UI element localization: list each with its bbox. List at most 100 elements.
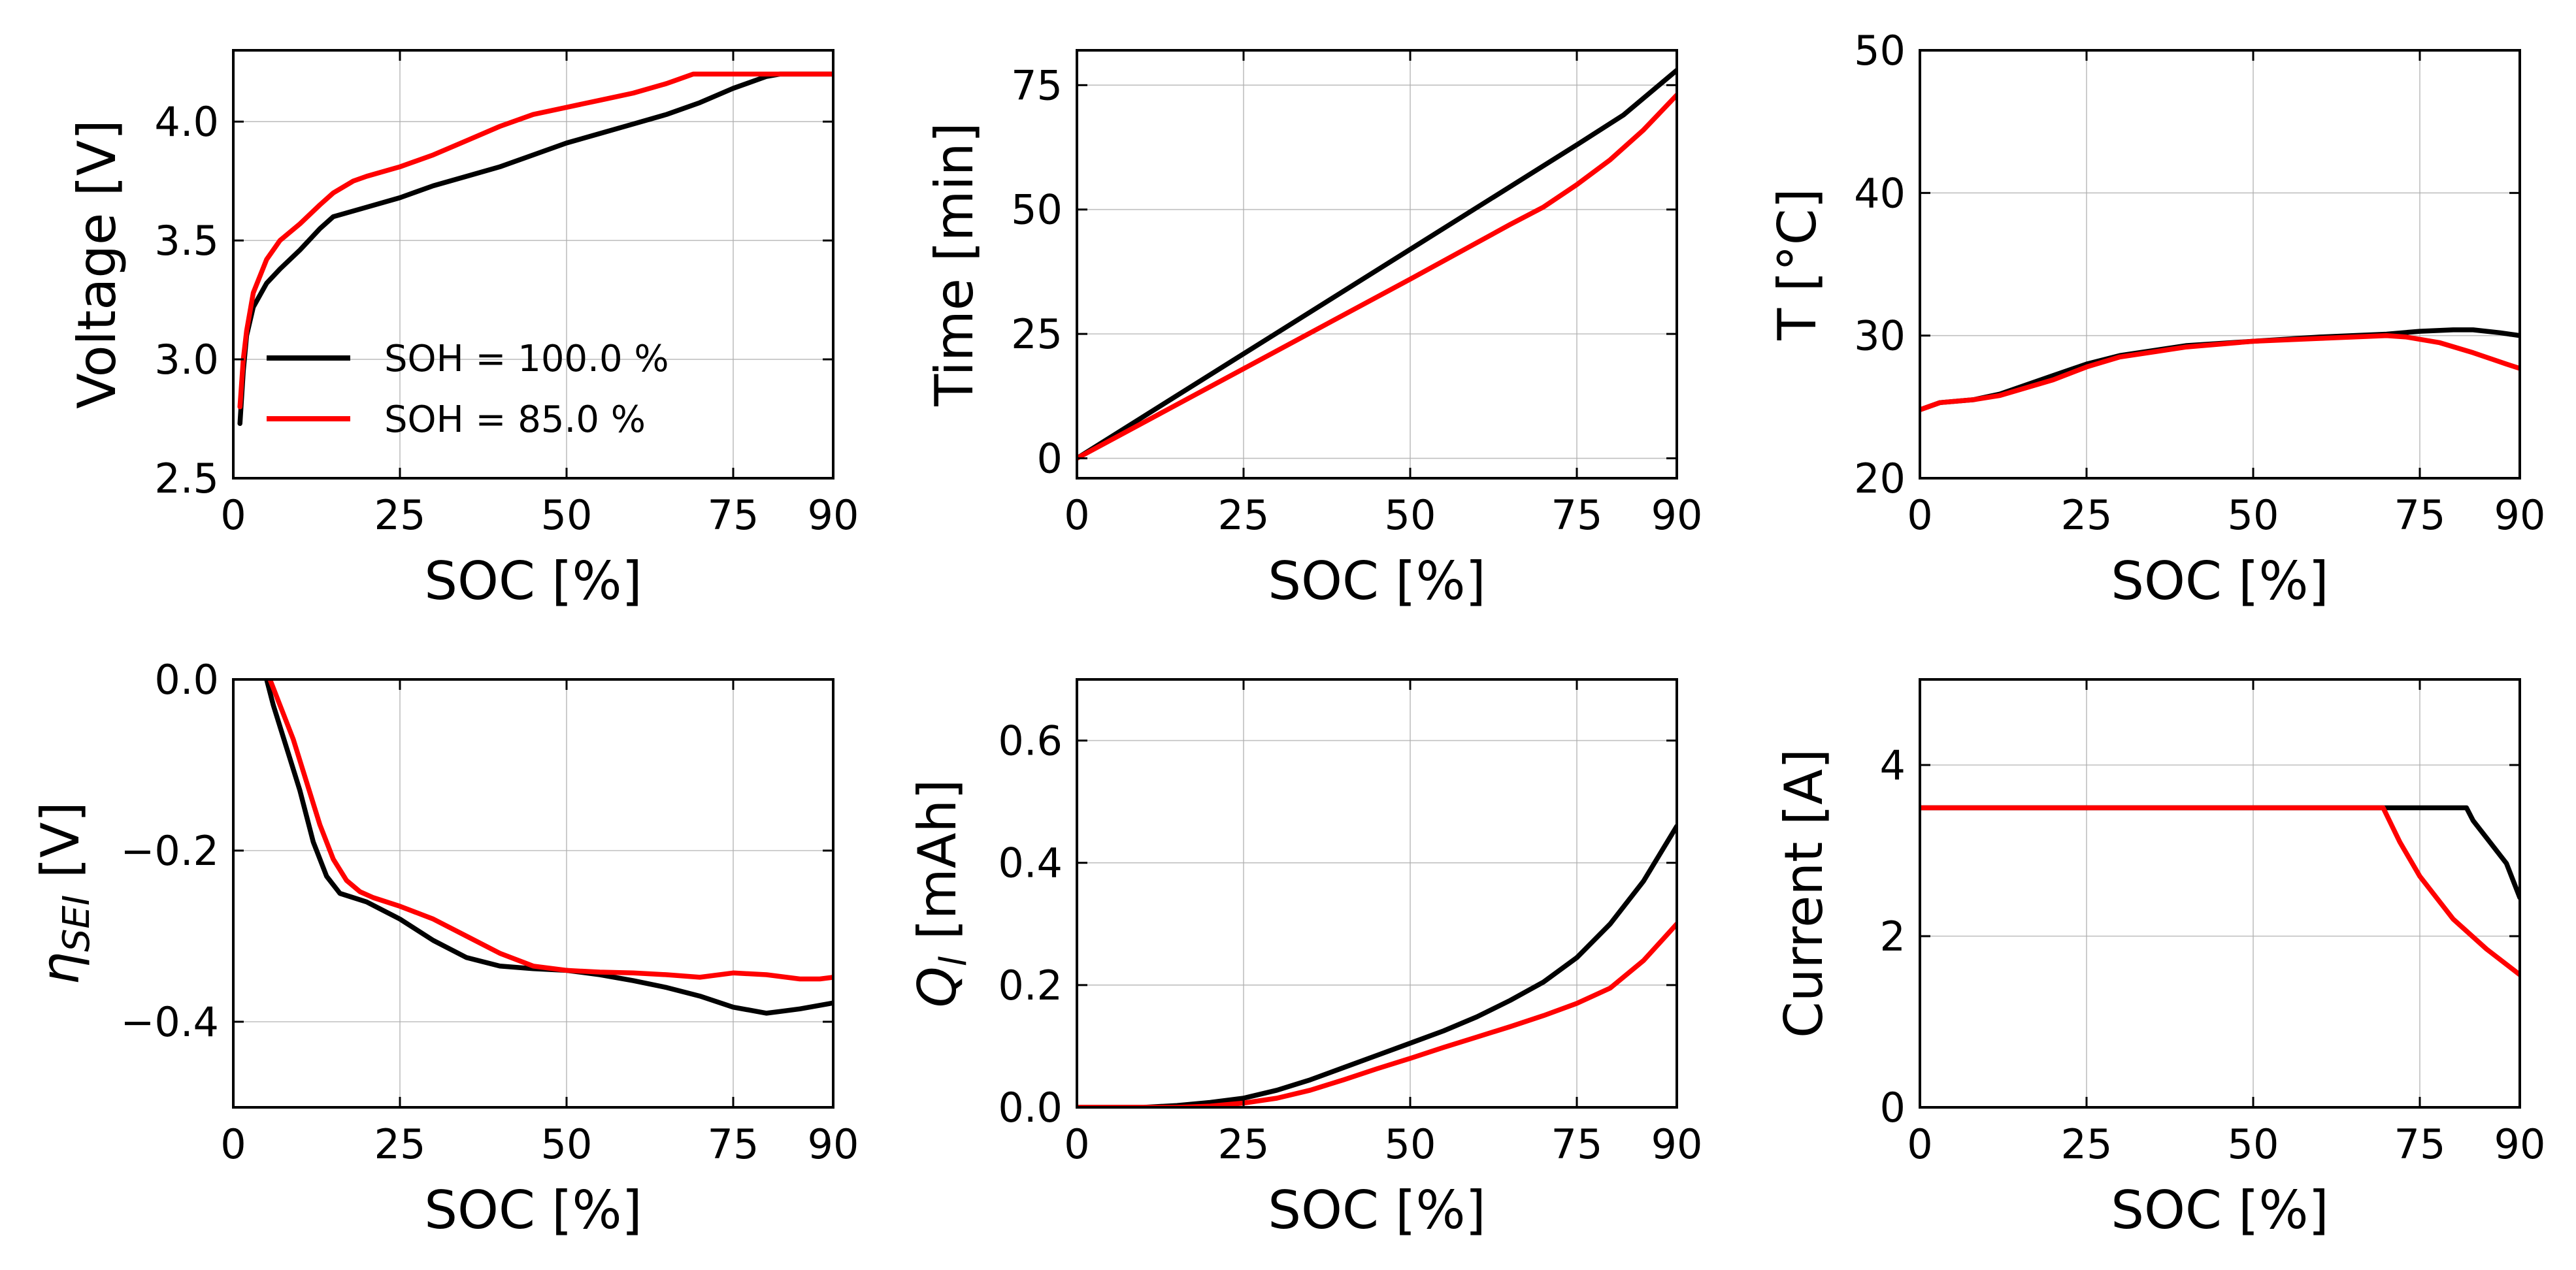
voltage-axes-frame — [232, 49, 834, 480]
temperature-series-group — [1920, 327, 2520, 412]
time-y-tick-label: 25 — [1011, 310, 1063, 358]
voltage-series-soh-85 — [237, 71, 833, 410]
temperature-x-tick-label: 90 — [2494, 491, 2546, 539]
temperature-x-axis-label: SOC [%] — [2111, 551, 2328, 611]
current-y-tick-label: 2 — [1880, 913, 1906, 960]
current-series-soh-85 — [1920, 805, 2520, 977]
temperature-y-tick-label: 40 — [1854, 169, 1906, 217]
temperature-grid — [1919, 50, 2520, 479]
q-loss-y-tick-label: 0.2 — [998, 962, 1063, 1009]
eta-sei-series-soh-85 — [267, 679, 833, 982]
time-ticks: 0 25 50 75 90 0 25 50 75 — [1011, 50, 1702, 539]
q-loss-series-soh-100 — [1077, 823, 1677, 1107]
time-series-soh-85 — [1077, 92, 1677, 461]
q-loss-y-tick-label: 0.4 — [998, 839, 1063, 887]
legend: SOH = 100.0 % SOH = 85.0 % — [267, 338, 669, 441]
temperature-x-tick-label: 75 — [2394, 491, 2446, 539]
voltage-x-tick-label: 50 — [541, 491, 593, 539]
eta-sei-x-tick-label: 0 — [220, 1120, 246, 1168]
current-x-tick-label: 90 — [2494, 1120, 2546, 1168]
eta-sei-x-tick-label: 75 — [708, 1120, 759, 1168]
eta-sei-y-tick-label: −0.2 — [120, 827, 219, 875]
time-y-tick-label: 75 — [1011, 61, 1063, 109]
eta-sei-x-tick-label: 90 — [808, 1120, 859, 1168]
subplot-q-loss: 0 25 50 75 90 0.0 0.2 0.4 0.6 SOC [%] Ql [mAh] — [907, 678, 1702, 1241]
voltage-ticks: 0 25 50 75 90 2.5 3.0 3.5 4.0 — [154, 50, 859, 539]
eta-sei-y-tick-label: −0.4 — [120, 998, 219, 1046]
voltage-x-tick-label: 90 — [808, 491, 859, 539]
time-x-tick-label: 75 — [1551, 491, 1603, 539]
eta-sei-axes-frame — [232, 678, 834, 1109]
subplot-eta-sei: 0 25 50 75 90 0.0 −0.2 −0.4 SOC [%] ηSEI [V] — [30, 656, 859, 1241]
subplot-current: 0 25 50 75 90 0 2 4 SOC [%] Current [A] — [1774, 678, 2546, 1241]
current-y-axis-label: Current [A] — [1774, 749, 1834, 1038]
time-series-soh-100 — [1077, 67, 1677, 461]
current-x-tick-label: 25 — [2061, 1120, 2113, 1168]
q-loss-x-tick-label: 50 — [1385, 1120, 1436, 1168]
q-loss-series-group — [1077, 823, 1677, 1107]
q-loss-series-soh-85 — [1077, 921, 1677, 1107]
voltage-x-tick-label: 0 — [220, 491, 246, 539]
legend-label-soh-100: SOH = 100.0 % — [384, 338, 669, 380]
time-axes-frame — [1076, 49, 1678, 480]
voltage-series-group — [237, 71, 833, 427]
current-series-soh-100 — [1920, 805, 2520, 900]
voltage-y-axis-label: Voltage [V] — [67, 120, 127, 409]
eta-sei-series-soh-100 — [264, 679, 833, 1016]
q-loss-axes-frame — [1076, 678, 1678, 1109]
current-axes-frame — [1919, 678, 2521, 1109]
eta-sei-y-label-unit: [V] — [30, 802, 91, 895]
time-x-tick-label: 50 — [1385, 491, 1436, 539]
q-loss-y-tick-label: 0.6 — [998, 717, 1063, 765]
subplot-voltage: 0 25 50 75 90 2.5 3.0 3.5 4.0 SOC [%] Voltage [V… — [67, 49, 859, 611]
time-y-tick-label: 0 — [1037, 435, 1063, 483]
temperature-x-tick-label: 50 — [2228, 491, 2279, 539]
voltage-x-tick-label: 25 — [374, 491, 426, 539]
eta-sei-y-label-main: η — [30, 952, 91, 985]
eta-sei-x-tick-label: 25 — [374, 1120, 426, 1168]
current-y-tick-label: 4 — [1880, 741, 1906, 789]
legend-label-soh-85: SOH = 85.0 % — [384, 399, 646, 441]
time-x-tick-label: 25 — [1218, 491, 1270, 539]
time-y-tick-label: 50 — [1011, 186, 1063, 234]
q-loss-ticks: 0 25 50 75 90 0.0 0.2 0.4 0.6 — [998, 679, 1702, 1168]
q-loss-y-label-main: Q — [907, 966, 968, 1007]
temperature-x-tick-label: 0 — [1907, 491, 1932, 539]
voltage-x-tick-label: 75 — [708, 491, 759, 539]
current-series-group — [1920, 805, 2520, 977]
current-x-tick-label: 50 — [2228, 1120, 2279, 1168]
temperature-y-tick-label: 50 — [1854, 27, 1906, 74]
q-loss-x-axis-label: SOC [%] — [1268, 1180, 1485, 1241]
current-x-tick-label: 75 — [2394, 1120, 2446, 1168]
voltage-x-axis-label: SOC [%] — [424, 551, 642, 611]
voltage-y-tick-label: 2.5 — [154, 455, 219, 502]
eta-sei-x-tick-label: 50 — [541, 1120, 593, 1168]
eta-sei-ticks: 0 25 50 75 90 0.0 −0.2 −0.4 — [120, 656, 859, 1168]
q-loss-y-label-unit: [mAh] — [907, 779, 968, 956]
time-x-tick-label: 90 — [1651, 491, 1703, 539]
eta-sei-y-label-sub: SEI — [56, 895, 98, 952]
voltage-y-tick-label: 3.5 — [154, 217, 219, 265]
temperature-x-tick-label: 25 — [2061, 491, 2113, 539]
q-loss-x-tick-label: 90 — [1651, 1120, 1703, 1168]
temperature-series-soh-85 — [1920, 333, 2520, 412]
subplot-temperature: 0 25 50 75 90 20 30 40 50 SOC [%] T [°C] — [1767, 27, 2545, 611]
time-x-axis-label: SOC [%] — [1268, 551, 1485, 611]
temperature-y-axis-label: T [°C] — [1767, 188, 1828, 341]
q-loss-x-tick-label: 0 — [1064, 1120, 1089, 1168]
current-x-tick-label: 0 — [1907, 1120, 1932, 1168]
current-y-tick-label: 0 — [1880, 1084, 1906, 1132]
temperature-y-tick-label: 30 — [1854, 312, 1906, 360]
eta-sei-x-axis-label: SOC [%] — [424, 1180, 642, 1241]
time-series-group — [1077, 67, 1677, 461]
subplot-time: 0 25 50 75 90 0 25 50 75 SOC [%] Time [min] — [924, 49, 1702, 611]
q-loss-x-tick-label: 25 — [1218, 1120, 1270, 1168]
q-loss-y-tick-label: 0.0 — [998, 1084, 1063, 1132]
voltage-series-soh-100 — [237, 71, 833, 427]
time-x-tick-label: 0 — [1064, 491, 1089, 539]
current-x-axis-label: SOC [%] — [2111, 1180, 2328, 1241]
current-grid — [1919, 679, 2520, 1108]
q-loss-x-tick-label: 75 — [1551, 1120, 1603, 1168]
eta-sei-y-axis-label: ηSEI [V] — [30, 802, 98, 985]
